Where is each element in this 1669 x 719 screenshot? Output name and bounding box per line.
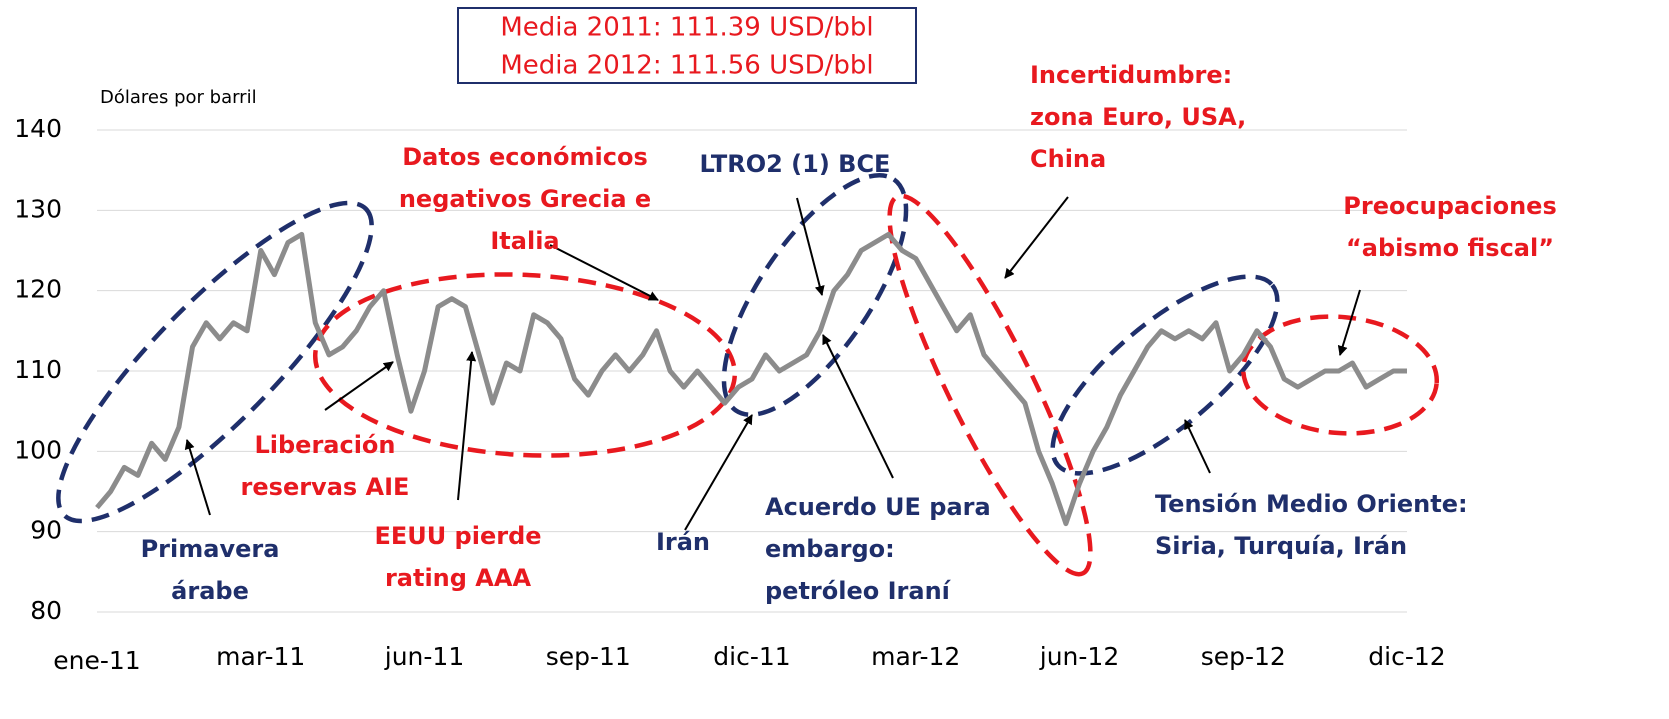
annotation: embargo: <box>765 535 895 563</box>
annotation: petróleo Iraní <box>765 577 952 605</box>
ellipse <box>1050 274 1280 476</box>
annotation: Italia <box>490 227 559 255</box>
arrow <box>822 334 894 479</box>
annotation: Primavera <box>141 535 280 563</box>
y-tick-label: 120 <box>14 275 62 304</box>
y-tick-label: 140 <box>14 114 62 143</box>
arrow <box>1184 419 1211 474</box>
annotation: zona Euro, USA, <box>1030 103 1246 131</box>
arrows <box>184 196 1361 531</box>
info-text: Media 2012: 111.56 USD/bbl <box>500 51 873 81</box>
ellipse <box>1240 314 1440 436</box>
annotation: Acuerdo UE para <box>765 493 991 521</box>
arrow <box>184 439 211 516</box>
annotation: LTRO2 (1) BCE <box>700 150 891 178</box>
y-tick-label: 80 <box>30 596 62 625</box>
arrow <box>796 197 825 296</box>
annotation: rating AAA <box>385 564 532 592</box>
info-box <box>457 7 917 84</box>
y-tick-label: 130 <box>14 194 62 223</box>
annotation: China <box>1030 145 1106 173</box>
annotation: reservas AIE <box>241 473 410 501</box>
annotation: “abismo fiscal” <box>1346 234 1554 262</box>
x-tick-label: jun-11 <box>384 642 464 671</box>
y-tick-label: 90 <box>30 516 62 545</box>
annotation: EEUU pierde <box>374 522 541 550</box>
arrow <box>1004 196 1069 279</box>
x-tick-label: mar-11 <box>216 642 305 671</box>
x-tick-label: dic-11 <box>713 642 790 671</box>
arrow <box>1337 289 1361 356</box>
x-tick-label: sep-11 <box>546 642 631 671</box>
ellipse <box>887 193 1093 577</box>
x-tick-label: mar-12 <box>871 642 960 671</box>
x-tick-label: dic-12 <box>1368 642 1445 671</box>
annotation: Preocupaciones <box>1343 192 1556 220</box>
annotation: Tensión Medio Oriente: <box>1155 490 1468 518</box>
x-tick-label: jun-12 <box>1039 642 1119 671</box>
info-text: Media 2011: 111.39 USD/bbl <box>500 13 873 43</box>
y-tick-label: 110 <box>14 355 62 384</box>
annotation: Liberación <box>254 431 395 459</box>
price-line <box>95 231 1407 527</box>
arrow <box>457 351 477 501</box>
annotation: Siria, Turquía, Irán <box>1155 532 1407 560</box>
annotation: Irán <box>656 528 710 556</box>
annotation: Datos económicos <box>402 143 648 171</box>
ellipse <box>312 272 738 458</box>
arrow <box>324 361 394 411</box>
x-tick-label: sep-12 <box>1201 642 1286 671</box>
x-tick-label: ene-11 <box>53 646 140 675</box>
arrow <box>549 244 659 301</box>
arrow <box>684 414 753 531</box>
annotation: negativos Grecia e <box>399 185 651 213</box>
annotation: Incertidumbre: <box>1030 61 1232 89</box>
y-axis-label: Dólares por barril <box>100 87 257 108</box>
y-tick-label: 100 <box>14 435 62 464</box>
ellipse <box>56 200 374 524</box>
annotation: árabe <box>171 577 249 605</box>
